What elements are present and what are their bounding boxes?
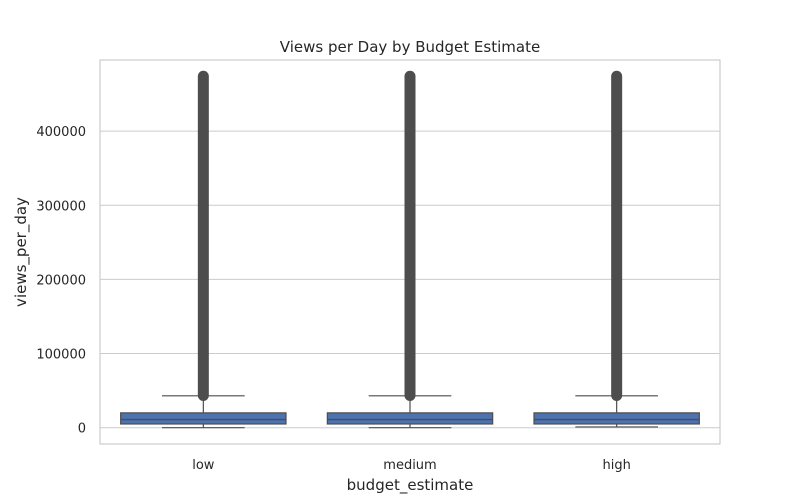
x-tick-label: low xyxy=(192,458,215,473)
y-axis-label: views_per_day xyxy=(12,197,31,307)
box-group-high xyxy=(533,70,700,428)
x-tick-label: medium xyxy=(383,458,436,473)
plot-area xyxy=(120,70,700,429)
y-tick-label: 300000 xyxy=(36,199,86,214)
box-iqr xyxy=(120,412,287,425)
chart-title: Views per Day by Budget Estimate xyxy=(280,38,540,56)
y-tick-label: 400000 xyxy=(36,125,86,140)
x-tick-label: high xyxy=(602,458,630,473)
box-iqr xyxy=(533,412,700,425)
box-group-low xyxy=(120,70,287,429)
y-tick-label: 200000 xyxy=(36,273,86,288)
plot-frame xyxy=(99,59,721,445)
box-iqr xyxy=(326,412,494,425)
y-axis-ticks: 0 100000 200000 300000 400000 xyxy=(36,125,86,437)
y-tick-label: 100000 xyxy=(36,348,86,363)
x-axis-ticks: low medium high xyxy=(192,458,631,473)
x-axis-label: budget_estimate xyxy=(347,476,474,495)
y-tick-label: 0 xyxy=(78,422,86,437)
box-group-medium xyxy=(326,70,494,429)
